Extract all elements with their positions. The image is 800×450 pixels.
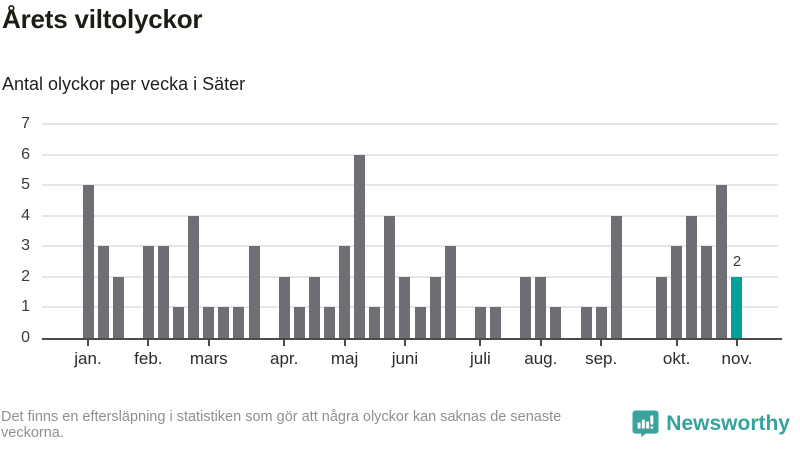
bar xyxy=(474,307,486,338)
bar xyxy=(490,307,501,338)
x-tick-label: okt. xyxy=(662,349,691,368)
gridline xyxy=(42,153,778,156)
bar xyxy=(293,307,305,338)
y-tick-label: 5 xyxy=(21,176,30,194)
bar-current-week xyxy=(731,276,743,338)
bar xyxy=(218,307,230,338)
bar xyxy=(248,246,260,338)
bar xyxy=(354,154,366,338)
bar xyxy=(520,276,532,338)
x-tick xyxy=(207,340,210,346)
y-tick-label: 7 xyxy=(21,115,30,132)
bar xyxy=(157,246,169,338)
bar xyxy=(580,307,592,338)
x-axis: jan. feb. mars apr. maj juni juli aug. sep. okt. n… xyxy=(42,340,790,380)
bar xyxy=(656,276,668,338)
bar xyxy=(308,276,320,338)
y-tick-label: 4 xyxy=(21,206,30,224)
bar xyxy=(233,307,245,338)
bar xyxy=(142,246,154,338)
y-tick-label: 3 xyxy=(21,237,30,255)
current-week-value-label: 2 xyxy=(732,252,742,270)
x-tick-label: juni xyxy=(391,349,419,368)
x-tick-label: feb. xyxy=(134,349,163,368)
x-tick xyxy=(147,340,150,346)
bar xyxy=(203,307,215,338)
bar xyxy=(550,307,562,338)
bar xyxy=(112,276,124,338)
newsworthy-logo-icon xyxy=(632,410,659,437)
bar xyxy=(339,246,351,338)
x-tick xyxy=(539,340,542,346)
y-tick-label: 6 xyxy=(21,145,30,163)
gridline xyxy=(42,214,778,217)
bar xyxy=(82,185,94,338)
y-tick-label: 2 xyxy=(21,267,30,285)
x-tick-label: apr. xyxy=(270,349,299,368)
x-tick-label: juli xyxy=(470,349,491,368)
chart-subtitle: Antal olyckor per vecka i Säter xyxy=(2,74,246,94)
bar xyxy=(323,307,335,338)
newsworthy-logo[interactable]: Newsworthy xyxy=(632,410,790,437)
bar xyxy=(173,307,185,338)
x-tick-label: maj xyxy=(330,349,359,368)
plot-area: 2 xyxy=(42,123,782,340)
x-tick-label: jan. xyxy=(74,349,102,368)
gridline xyxy=(42,184,778,187)
bar xyxy=(278,276,290,338)
bar xyxy=(97,246,109,338)
x-tick-label: sep. xyxy=(585,349,618,368)
brand-name: Newsworthy xyxy=(666,411,790,435)
bar xyxy=(701,246,713,338)
x-tick xyxy=(735,340,738,346)
bar xyxy=(384,215,396,338)
bar xyxy=(369,307,381,338)
footer: Det finns en eftersläpning i statistiken… xyxy=(0,406,800,450)
x-tick xyxy=(283,340,286,346)
bar xyxy=(671,246,683,338)
x-tick xyxy=(600,340,603,346)
gridline xyxy=(42,123,778,125)
bar xyxy=(444,246,456,338)
gridline xyxy=(42,275,778,278)
bar xyxy=(595,307,607,338)
x-tick xyxy=(343,340,346,346)
y-tick-label: 0 xyxy=(21,329,30,346)
gridline xyxy=(42,245,778,248)
x-tick-label: aug. xyxy=(524,349,558,368)
x-tick xyxy=(479,340,482,346)
x-tick xyxy=(403,340,406,346)
chart-title: Årets viltolyckor xyxy=(2,4,203,34)
bar xyxy=(399,276,411,338)
x-axis-line xyxy=(42,338,782,340)
x-tick xyxy=(675,340,678,346)
bar xyxy=(716,185,728,338)
x-tick xyxy=(87,340,89,346)
x-tick-label: mars xyxy=(189,349,228,368)
bar xyxy=(188,215,200,338)
bar xyxy=(610,215,622,338)
bar xyxy=(535,276,547,338)
bar xyxy=(686,215,698,338)
x-tick-label: nov. xyxy=(721,349,753,368)
bar xyxy=(429,276,441,338)
y-tick-label: 1 xyxy=(21,298,30,316)
y-axis: 0 1 2 3 4 5 6 7 xyxy=(0,115,30,346)
bar xyxy=(414,307,426,338)
disclaimer-text: Det finns en eftersläpning i statistiken… xyxy=(1,409,562,441)
